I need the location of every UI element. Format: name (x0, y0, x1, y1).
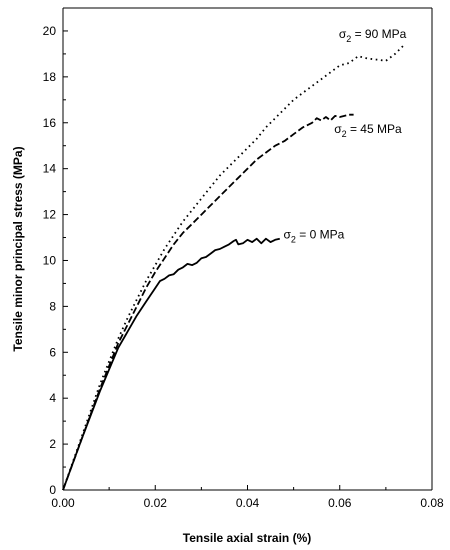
y-tick-label: 12 (43, 208, 57, 222)
y-tick-label: 10 (43, 253, 57, 267)
y-tick-label: 14 (43, 162, 57, 176)
x-tick-label: 0.08 (420, 496, 444, 510)
plot-frame (62, 7, 433, 491)
x-tick-label: 0.06 (328, 496, 352, 510)
x-axis-ticks: 0.00 0.02 0.04 0.06 0.08 (51, 485, 444, 510)
y-tick-label: 18 (43, 70, 57, 84)
series-layer (62, 44, 405, 491)
y-tick-label: 6 (49, 345, 56, 359)
x-tick-label: 0.00 (51, 496, 75, 510)
y-tick-label: 2 (49, 437, 56, 451)
annotations: σ2 = 0 MPa σ2 = 45 MPa σ2 = 90 MPa (283, 27, 406, 245)
y-tick-label: 20 (43, 24, 57, 38)
series-label: σ2 = 45 MPa (334, 122, 402, 139)
series-label: σ2 = 0 MPa (283, 228, 344, 245)
y-axis-title: Tensile minor principal stress (MPa) (11, 146, 25, 351)
y-axis-ticks: 0 2 4 6 8 10 12 14 16 18 20 (43, 24, 68, 497)
y-tick-label: 16 (43, 116, 57, 130)
y-tick-label: 8 (49, 299, 56, 313)
y-tick-label: 4 (49, 391, 56, 405)
series-label: σ2 = 90 MPa (339, 27, 407, 44)
x-axis-title: Tensile axial strain (%) (183, 531, 312, 545)
series-line-solid (62, 237, 281, 491)
x-tick-label: 0.02 (144, 496, 168, 510)
y-tick-label: 0 (49, 483, 56, 497)
series-line-dashed (62, 113, 354, 491)
x-tick-label: 0.04 (236, 496, 260, 510)
series-line-dotted (62, 44, 405, 491)
